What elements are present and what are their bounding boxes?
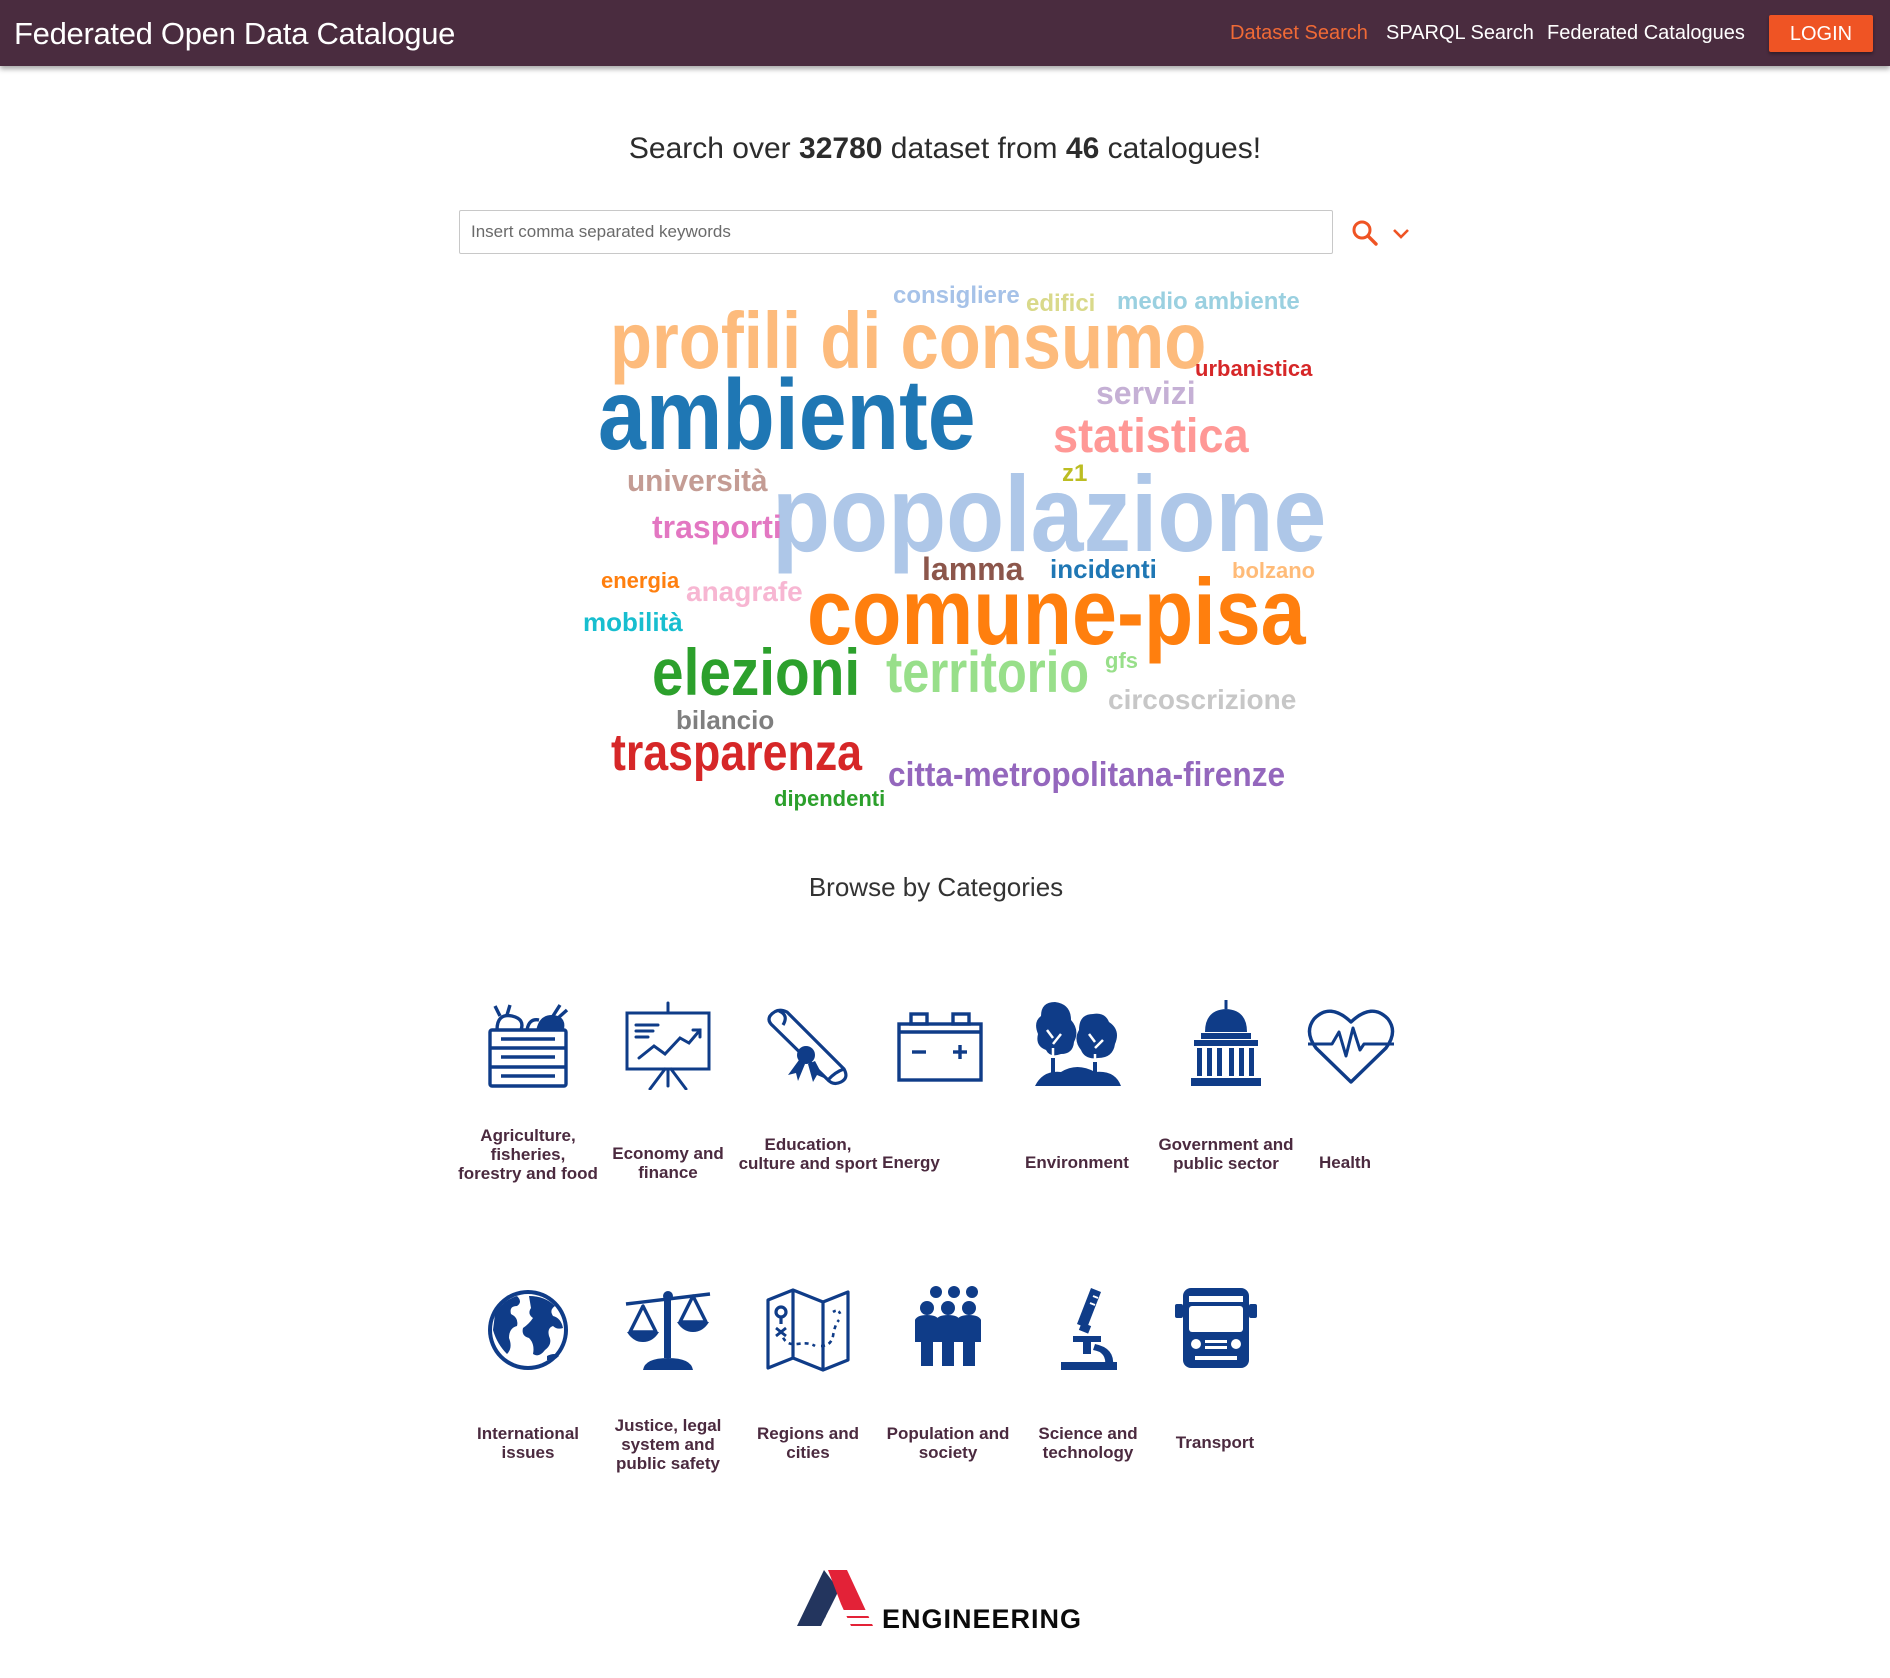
tag-z1[interactable]: z1 [1062,460,1088,487]
tag-edifici[interactable]: edifici [1026,290,1096,317]
globe-icon [488,1290,568,1370]
category-label: Transport [1175,1433,1255,1452]
tag-gfs[interactable]: gfs [1105,648,1138,673]
tag-dipendenti[interactable]: dipendenti [774,786,886,811]
headline-middle: dataset from [890,132,1058,165]
brand-title[interactable]: Federated Open Data Catalogue [14,16,456,51]
engineering-logo-text: ENGINEERING [882,1604,1083,1634]
trees-icon [1035,1002,1121,1086]
category-label: Health [1319,1153,1371,1172]
tag-urbanistica[interactable]: urbanistica [1195,356,1313,381]
category-label: Economy and finance [612,1144,724,1182]
vegetable-crate-icon [488,1004,569,1088]
tag-consigliere[interactable]: consigliere [893,282,1020,309]
map-icon [766,1288,850,1372]
category-label: Education, culture and sport [738,1135,878,1173]
nav-dataset-search[interactable]: Dataset Search [1230,22,1368,44]
battery-icon [897,1012,983,1082]
tag-servizi[interactable]: servizi [1096,375,1196,411]
people-icon [915,1286,981,1366]
tag-anagrafe[interactable]: anagrafe [686,576,803,607]
tag-incidenti[interactable]: incidenti [1050,554,1157,584]
category-label: Environment [1025,1153,1129,1172]
tag-bilancio[interactable]: bilancio [676,705,775,735]
tag-popolazione[interactable]: popolazione [772,453,1327,574]
tag-elezioni[interactable]: elezioni [652,635,861,709]
diploma-icon [767,1008,848,1086]
scales-icon [625,1291,711,1370]
heartbeat-icon [1307,1009,1395,1084]
category-label: Agriculture, fisheries, forestry and foo… [458,1126,598,1183]
chevron-down-icon[interactable] [1390,224,1412,242]
search-icon[interactable] [1350,218,1380,248]
category-label: Government and public sector [1158,1135,1294,1173]
engineering-logo [797,1570,873,1626]
tag-comune-pisa[interactable]: comune-pisa [807,559,1306,664]
keyword-search-input[interactable] [459,210,1333,254]
microscope-icon [1061,1288,1117,1370]
tag-universit-[interactable]: università [627,463,768,498]
tag-trasporti[interactable]: trasporti [652,509,782,545]
tag-ambiente[interactable]: ambiente [598,359,976,471]
nav-federated-catalogues[interactable]: Federated Catalogues [1547,22,1745,44]
category-label: Population and society [886,1424,1010,1462]
category-label: Justice, legal system and public safety [614,1416,722,1473]
truck-icon [1175,1288,1257,1368]
search-headline: Search over 32780 dataset from 46 catalo… [0,130,1890,168]
tag-profili-di-consumo[interactable]: profili di consumo [610,296,1207,385]
nav-sparql-search[interactable]: SPARQL Search [1386,22,1534,44]
login-button[interactable]: LOGIN [1769,15,1873,52]
tag-statistica[interactable]: statistica [1053,410,1249,463]
headline-suffix: catalogues! [1107,132,1262,165]
capitol-icon [1191,1000,1261,1086]
browse-categories-title: Browse by Categories [808,872,1064,902]
tag-circoscrizione[interactable]: circoscrizione [1108,684,1297,715]
dataset-count: 32780 [799,132,883,165]
headline-prefix: Search over [628,132,791,165]
tag-medio-ambiente[interactable]: medio ambiente [1117,288,1300,315]
category-label: Regions and cities [756,1424,859,1462]
tag-trasparenza[interactable]: trasparenza [611,724,863,782]
catalogue-count: 46 [1065,132,1100,165]
category-label: International issues [476,1424,579,1462]
category-label: Energy [882,1153,940,1172]
tag-territorio[interactable]: territorio [886,640,1090,705]
chart-board-icon [625,1001,711,1090]
category-label: Science and technology [1038,1424,1138,1462]
tag-energia[interactable]: energia [601,568,680,593]
tag-mobilit-[interactable]: mobilità [583,607,683,637]
tag-citta-metropolitana-firenze[interactable]: citta-metropolitana-firenze [888,756,1286,794]
tag-bolzano[interactable]: bolzano [1232,558,1316,583]
tag-lamma[interactable]: lamma [922,551,1024,587]
top-navbar: Federated Open Data Catalogue Dataset Se… [0,0,1890,66]
